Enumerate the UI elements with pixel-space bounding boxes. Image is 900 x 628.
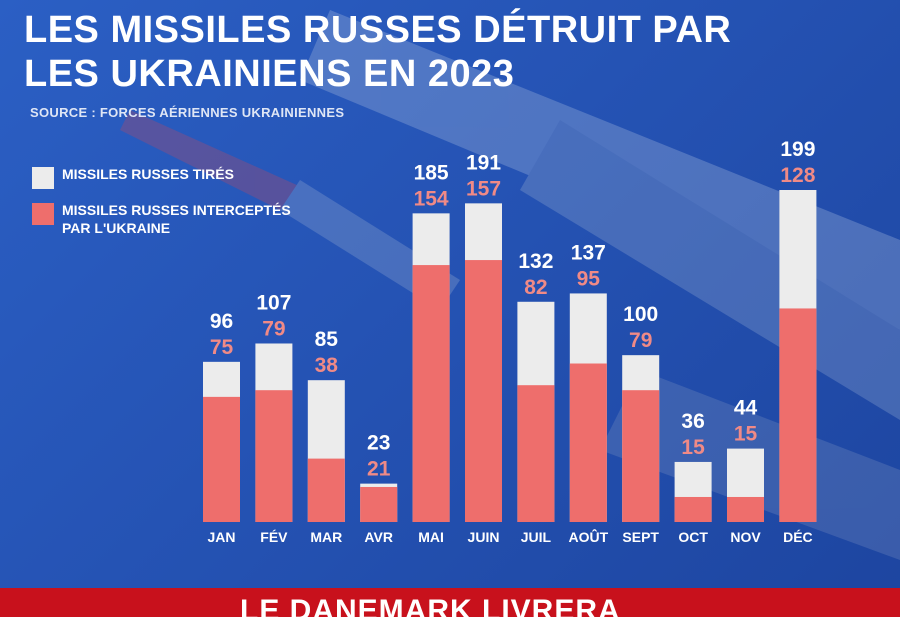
bar-intercepted [203,396,240,522]
data-label-intercepted: 38 [315,354,339,377]
data-label-intercepted: 75 [210,336,234,359]
data-label-intercepted: 79 [262,317,285,340]
x-tick-label: AVR [364,529,393,545]
data-label-fired: 107 [256,291,291,314]
legend-swatch-intercepted [32,203,54,225]
data-label-fired: 23 [367,432,390,455]
bar-intercepted [465,260,502,522]
data-label-fired: 191 [466,151,501,174]
legend-item-fired: MISSILES RUSSES TIRÉS [32,165,332,189]
data-label-intercepted: 157 [466,177,501,200]
x-tick-label: FÉV [260,529,288,545]
ticker-text: LE DANEMARK LIVRERA [240,594,621,627]
bar-intercepted [622,390,660,522]
legend-item-intercepted: MISSILES RUSSES INTERCEPTÉS PAR L'UKRAIN… [32,201,332,237]
legend-label-intercepted: MISSILES RUSSES INTERCEPTÉS PAR L'UKRAIN… [62,202,291,236]
data-label-intercepted: 128 [780,164,815,187]
x-tick-label: AOÛT [568,528,608,545]
data-label-intercepted: 154 [414,187,449,210]
bar-intercepted [727,496,764,522]
x-tick-label: OCT [678,529,708,545]
data-label-fired: 85 [315,328,339,351]
bar-intercepted [569,363,607,522]
legend: MISSILES RUSSES TIRÉS MISSILES RUSSES IN… [32,165,332,249]
data-label-fired: 199 [780,138,815,161]
source-note: SOURCE : FORCES AÉRIENNES UKRAINIENNES [30,105,345,120]
x-tick-label: JUIL [521,529,552,545]
x-tick-label: DÉC [783,529,813,545]
data-label-fired: 44 [734,397,758,420]
bar-intercepted [779,308,817,522]
bar-intercepted [360,486,398,522]
data-label-fired: 132 [518,250,553,273]
data-label-fired: 96 [210,310,233,333]
ticker-bar [0,588,900,617]
x-tick-label: NOV [730,529,761,545]
data-label-intercepted: 15 [681,436,705,459]
data-label-intercepted: 79 [629,329,652,352]
legend-label-fired: MISSILES RUSSES TIRÉS [62,166,234,182]
x-tick-label: SEPT [622,529,659,545]
x-tick-label: MAR [310,529,342,545]
chart-title: LES MISSILES RUSSES DÉTRUIT PAR LES UKRA… [24,9,732,95]
data-label-intercepted: 82 [524,276,547,299]
data-label-fired: 137 [571,241,606,264]
bar-intercepted [255,390,293,522]
x-tick-label: JAN [207,529,235,545]
bar-intercepted [412,265,450,522]
data-label-intercepted: 21 [367,458,391,481]
bar-intercepted [517,385,555,522]
x-tick-label: MAI [418,529,444,545]
bar-intercepted [307,458,345,522]
data-label-fired: 36 [681,410,704,433]
data-label-intercepted: 15 [734,423,758,446]
bar-intercepted [674,496,712,522]
data-label-intercepted: 95 [577,267,601,290]
data-label-fired: 185 [414,161,449,184]
legend-swatch-fired [32,167,54,189]
x-tick-label: JUIN [468,529,500,545]
data-label-fired: 100 [623,303,658,326]
